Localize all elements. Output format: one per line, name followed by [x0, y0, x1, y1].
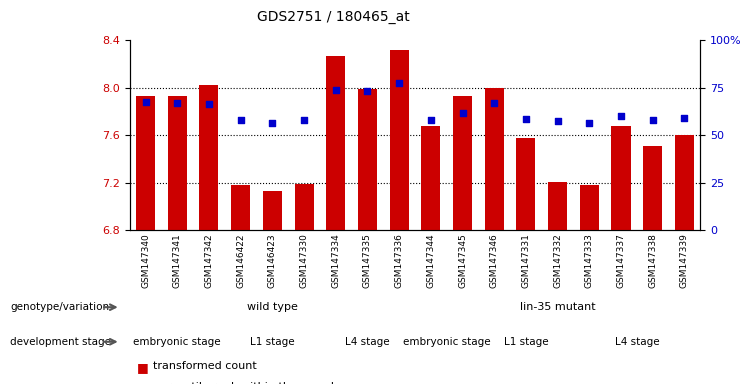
Text: GDS2751 / 180465_at: GDS2751 / 180465_at [257, 10, 410, 23]
Point [298, 117, 310, 123]
Point [139, 99, 151, 105]
Text: L4 stage: L4 stage [614, 337, 659, 347]
Text: GSM147334: GSM147334 [331, 233, 340, 288]
Bar [516, 138, 536, 230]
Point [615, 113, 627, 119]
Bar [422, 126, 440, 230]
Point [647, 117, 659, 123]
Text: percentile rank within the sample: percentile rank within the sample [153, 382, 342, 384]
Bar [579, 185, 599, 230]
Text: embryonic stage: embryonic stage [403, 337, 491, 347]
Point [488, 100, 500, 106]
Bar [231, 185, 250, 230]
Text: GSM147337: GSM147337 [617, 233, 625, 288]
Text: development stage: development stage [10, 337, 111, 347]
Text: GSM147336: GSM147336 [395, 233, 404, 288]
Point [235, 117, 247, 123]
Bar [326, 56, 345, 230]
Point [362, 88, 373, 94]
Text: GSM147344: GSM147344 [426, 233, 435, 288]
Point [520, 116, 532, 122]
Point [583, 121, 595, 127]
Point [456, 110, 468, 116]
Bar [643, 146, 662, 230]
Bar [675, 135, 694, 230]
Bar [358, 89, 377, 230]
Point [203, 101, 215, 108]
Bar [485, 88, 504, 230]
Text: L1 stage: L1 stage [504, 337, 548, 347]
Text: GSM146423: GSM146423 [268, 233, 277, 288]
Text: GSM147332: GSM147332 [553, 233, 562, 288]
Text: transformed count: transformed count [153, 361, 257, 371]
Bar [167, 96, 187, 230]
Text: GSM147346: GSM147346 [490, 233, 499, 288]
Point [171, 100, 183, 106]
Bar [263, 191, 282, 230]
Point [679, 114, 691, 121]
Text: GSM147335: GSM147335 [363, 233, 372, 288]
Bar [199, 86, 219, 230]
Text: L4 stage: L4 stage [345, 337, 390, 347]
Point [425, 117, 436, 123]
Text: GSM147338: GSM147338 [648, 233, 657, 288]
Point [267, 121, 279, 127]
Text: GSM147340: GSM147340 [141, 233, 150, 288]
Point [393, 80, 405, 86]
Text: genotype/variation: genotype/variation [10, 302, 110, 312]
Text: GSM147330: GSM147330 [299, 233, 308, 288]
Bar [611, 126, 631, 230]
Text: ■: ■ [137, 382, 149, 384]
Text: lin-35 mutant: lin-35 mutant [519, 302, 596, 312]
Text: GSM147333: GSM147333 [585, 233, 594, 288]
Text: wild type: wild type [247, 302, 298, 312]
Bar [390, 50, 408, 230]
Text: GSM147345: GSM147345 [458, 233, 467, 288]
Text: GSM147339: GSM147339 [680, 233, 689, 288]
Bar [294, 184, 313, 230]
Text: GSM146422: GSM146422 [236, 233, 245, 288]
Point [551, 118, 563, 124]
Bar [548, 182, 567, 230]
Point [330, 87, 342, 93]
Text: GSM147342: GSM147342 [205, 233, 213, 288]
Bar [136, 96, 155, 230]
Text: GSM147331: GSM147331 [522, 233, 531, 288]
Text: L1 stage: L1 stage [250, 337, 295, 347]
Text: embryonic stage: embryonic stage [133, 337, 221, 347]
Bar [453, 96, 472, 230]
Text: GSM147341: GSM147341 [173, 233, 182, 288]
Text: ■: ■ [137, 361, 149, 374]
